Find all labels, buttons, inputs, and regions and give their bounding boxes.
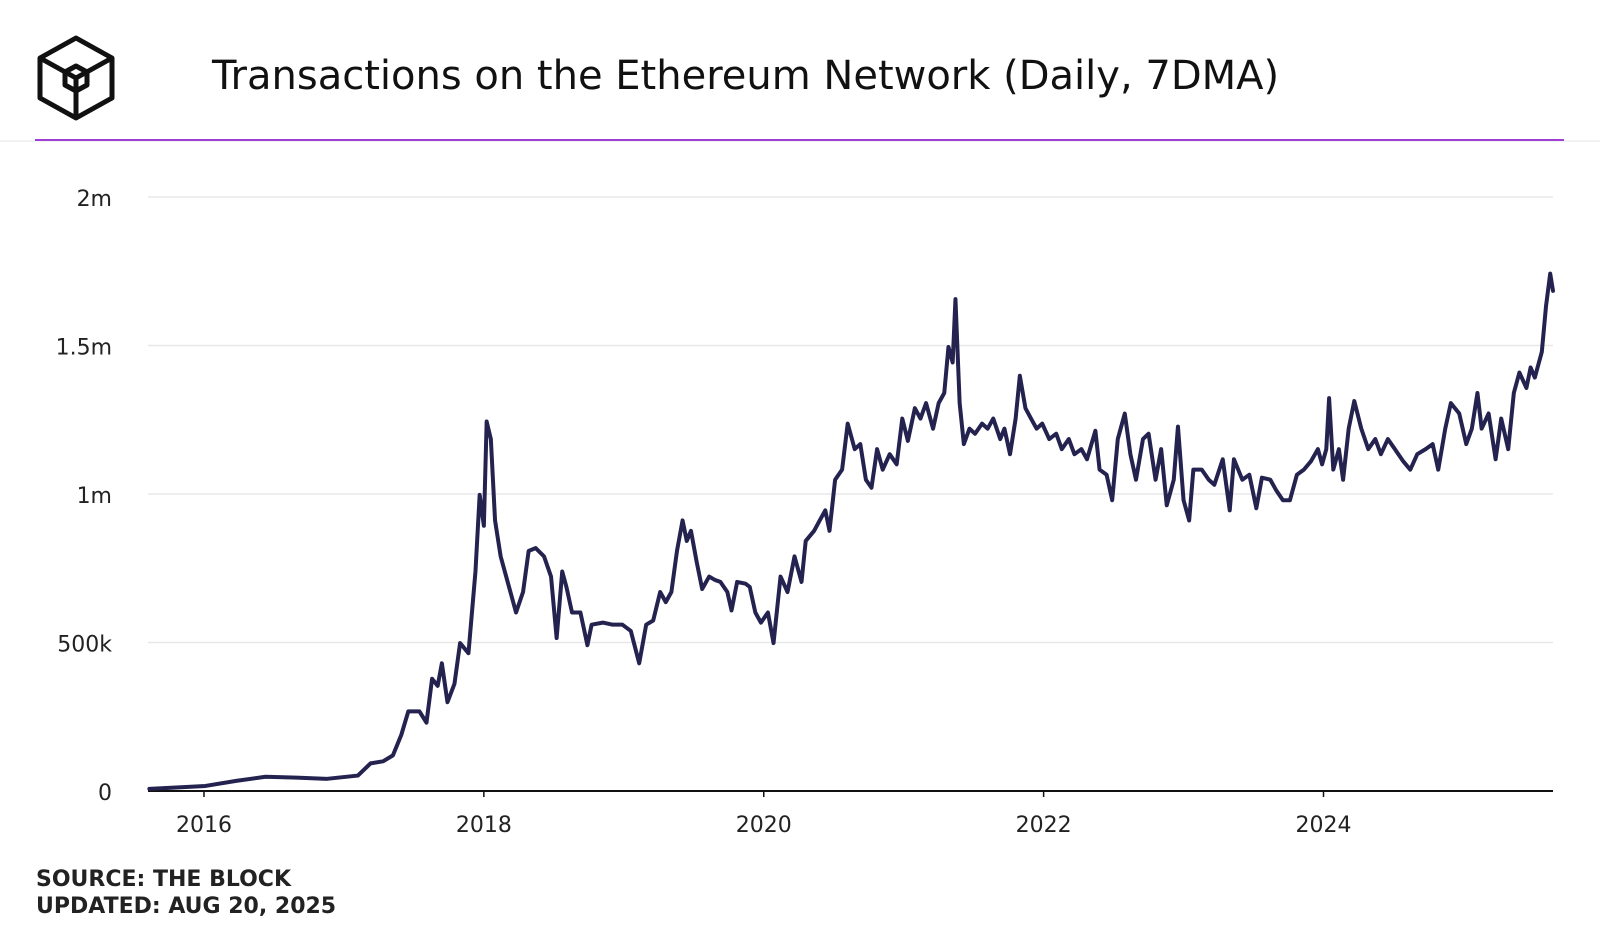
y-tick-label: 1m (77, 484, 112, 509)
x-tick-label: 2018 (456, 813, 512, 838)
chart-title: Transactions on the Ethereum Network (Da… (211, 53, 1279, 99)
y-tick-label: 0 (98, 781, 112, 806)
logo (37, 35, 115, 121)
x-tick-label: 2020 (736, 813, 792, 838)
x-tick-label: 2022 (1016, 813, 1072, 838)
y-tick-label: 1.5m (56, 336, 112, 361)
series-line (147, 271, 1555, 791)
updated: UPDATED: AUG 20, 2025 (36, 894, 336, 919)
x-tick-label: 2024 (1295, 813, 1351, 838)
source: SOURCE: THE BLOCK (36, 867, 292, 892)
y-tick-label: 2m (77, 187, 112, 212)
y-tick-label: 500k (57, 633, 112, 658)
x-tick-label: 2016 (176, 813, 232, 838)
